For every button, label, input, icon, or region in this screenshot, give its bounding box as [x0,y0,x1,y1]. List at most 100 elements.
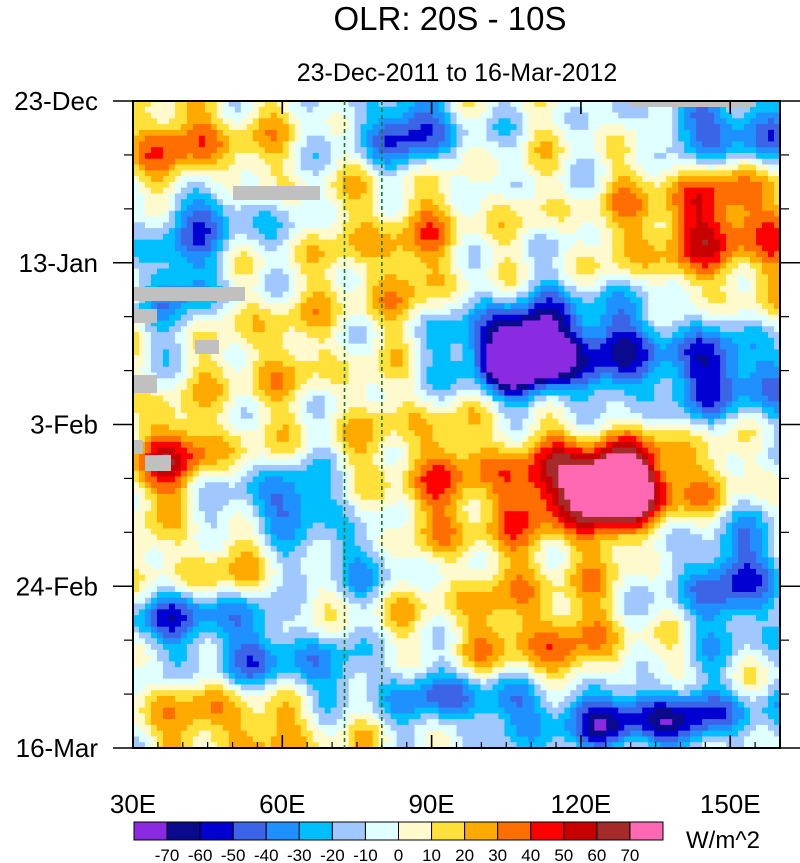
heatmap-cell [330,360,338,368]
heatmap-cell [180,256,188,264]
heatmap-cell [306,256,314,264]
heatmap-cell [384,210,392,218]
heatmap-cell [210,274,218,281]
heatmap-cell [630,124,637,131]
heatmap-cell [408,158,416,166]
heatmap-cell [390,118,398,125]
heatmap-cell [642,222,649,229]
heatmap-cell [690,141,697,148]
heatmap-cell [732,360,739,368]
heatmap-cell [234,274,242,281]
heatmap-cell [480,251,488,258]
heatmap-cell [372,233,380,241]
heatmap-cell [318,112,326,119]
heatmap-cell [438,256,446,264]
heatmap-cell [384,233,392,241]
heatmap-cell [252,360,260,368]
heatmap-cell [174,343,182,351]
heatmap-cell [762,245,769,252]
heatmap-cell [612,360,619,368]
heatmap-cell [282,349,290,356]
heatmap-cell [540,112,547,119]
heatmap-cell [744,303,751,310]
heatmap-cell [420,193,428,200]
heatmap-cell [258,314,266,322]
heatmap-cell [666,320,673,327]
heatmap-cell [492,332,500,339]
heatmap-cell [600,314,607,322]
heatmap-cell [246,245,254,252]
heatmap-cell [270,308,278,316]
heatmap-cell [342,210,350,218]
heatmap-cell [648,199,655,206]
heatmap-cell [168,251,176,258]
heatmap-cell [324,355,332,362]
heatmap-cell [540,124,547,131]
heatmap-cell [426,152,434,160]
heatmap-cell [198,170,206,177]
heatmap-cell [462,360,470,368]
heatmap-cell [552,308,559,316]
heatmap-cell [672,118,679,125]
heatmap-cell [600,280,607,287]
heatmap-cell [384,303,392,310]
heatmap-cell [714,129,721,137]
heatmap-cell [180,158,188,166]
heatmap-cell [318,204,326,212]
heatmap-cell [264,228,272,235]
heatmap-cell [504,268,512,275]
heatmap-cell [600,147,607,154]
heatmap-cell [666,349,673,356]
heatmap-cell [192,360,200,368]
heatmap-cell [414,297,422,304]
heatmap-cell [750,124,757,131]
heatmap-cell [588,222,595,229]
heatmap-cell [450,193,458,200]
heatmap-cell [378,256,386,264]
heatmap-cell [426,314,434,322]
heatmap-cell [708,141,715,148]
heatmap-cell [768,239,775,247]
heatmap-cell [174,181,182,189]
heatmap-cell [318,251,326,258]
heatmap-cell [426,141,434,148]
heatmap-cell [432,141,440,148]
heatmap-cell [372,181,380,189]
heatmap-cell [360,332,368,339]
heatmap-cell [270,101,278,108]
heatmap-cell [768,170,775,177]
heatmap-cell [156,141,164,148]
heatmap-cell [636,256,643,264]
heatmap-cell [252,326,260,333]
heatmap-cell [684,320,691,327]
heatmap-cell [198,228,206,235]
heatmap-cell [180,228,188,235]
heatmap-cell [678,239,685,247]
heatmap-cell [133,210,140,218]
heatmap-cell [204,268,212,275]
heatmap-cell [456,199,464,206]
heatmap-cell [300,147,308,154]
heatmap-cell [618,239,625,247]
heatmap-cell [666,164,673,171]
heatmap-cell [216,101,224,108]
heatmap-cell [648,355,655,362]
heatmap-cell [228,204,236,212]
heatmap-cell [726,355,733,362]
heatmap-cell [444,164,452,171]
heatmap-cell [318,332,326,339]
heatmap-cell [414,181,422,189]
heatmap-cell [198,326,206,333]
heatmap-cell [696,152,703,160]
heatmap-cell [582,256,589,264]
heatmap-cell [552,106,559,114]
heatmap-cell [756,303,763,310]
heatmap-cell [366,343,374,351]
heatmap-cell [306,355,314,362]
heatmap-cell [462,176,470,183]
heatmap-cell [756,216,763,223]
heatmap-cell [534,314,541,322]
heatmap-cell [384,112,392,119]
heatmap-cell [282,274,290,281]
heatmap-cell [654,164,661,171]
